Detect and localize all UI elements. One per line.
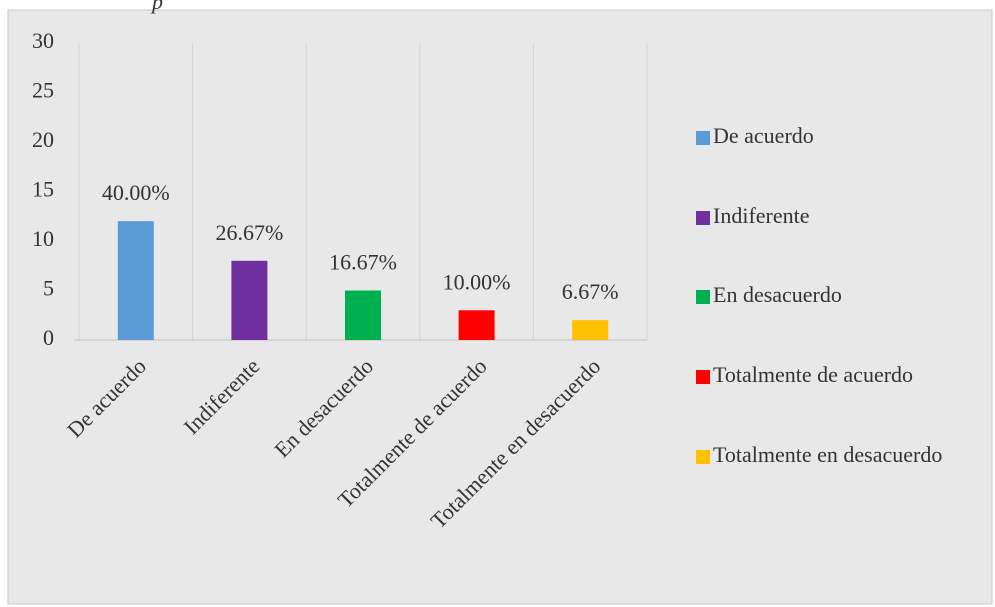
legend-swatch xyxy=(696,131,710,145)
bar xyxy=(345,290,381,340)
caption: p xyxy=(150,0,163,14)
data-label: 26.67% xyxy=(215,220,283,245)
data-label: 6.67% xyxy=(562,279,619,304)
legend-label: Totalmente en desacuerdo xyxy=(713,442,942,467)
y-tick-label: 5 xyxy=(43,276,54,301)
data-label: 40.00% xyxy=(102,180,170,205)
legend-swatch xyxy=(696,370,710,384)
legend-swatch xyxy=(696,450,710,464)
y-tick-label: 10 xyxy=(32,226,54,251)
bar xyxy=(572,320,609,340)
y-tick-label: 20 xyxy=(32,127,54,152)
legend-swatch xyxy=(696,211,710,225)
legend-label: Totalmente de acuerdo xyxy=(713,362,913,387)
legend-label: En desacuerdo xyxy=(713,282,842,307)
y-tick-label: 30 xyxy=(32,28,54,53)
data-label: 16.67% xyxy=(329,250,397,275)
legend-swatch xyxy=(696,290,710,304)
y-tick-label: 0 xyxy=(43,325,54,350)
bar xyxy=(231,260,268,340)
bar xyxy=(458,310,495,340)
legend-label: Indiferente xyxy=(713,203,810,228)
y-tick-label: 25 xyxy=(32,78,54,103)
data-label: 10.00% xyxy=(443,269,511,294)
legend-label: De acuerdo xyxy=(713,123,814,148)
bar xyxy=(117,221,154,340)
chart-background xyxy=(7,9,993,605)
y-tick-label: 15 xyxy=(32,177,54,202)
